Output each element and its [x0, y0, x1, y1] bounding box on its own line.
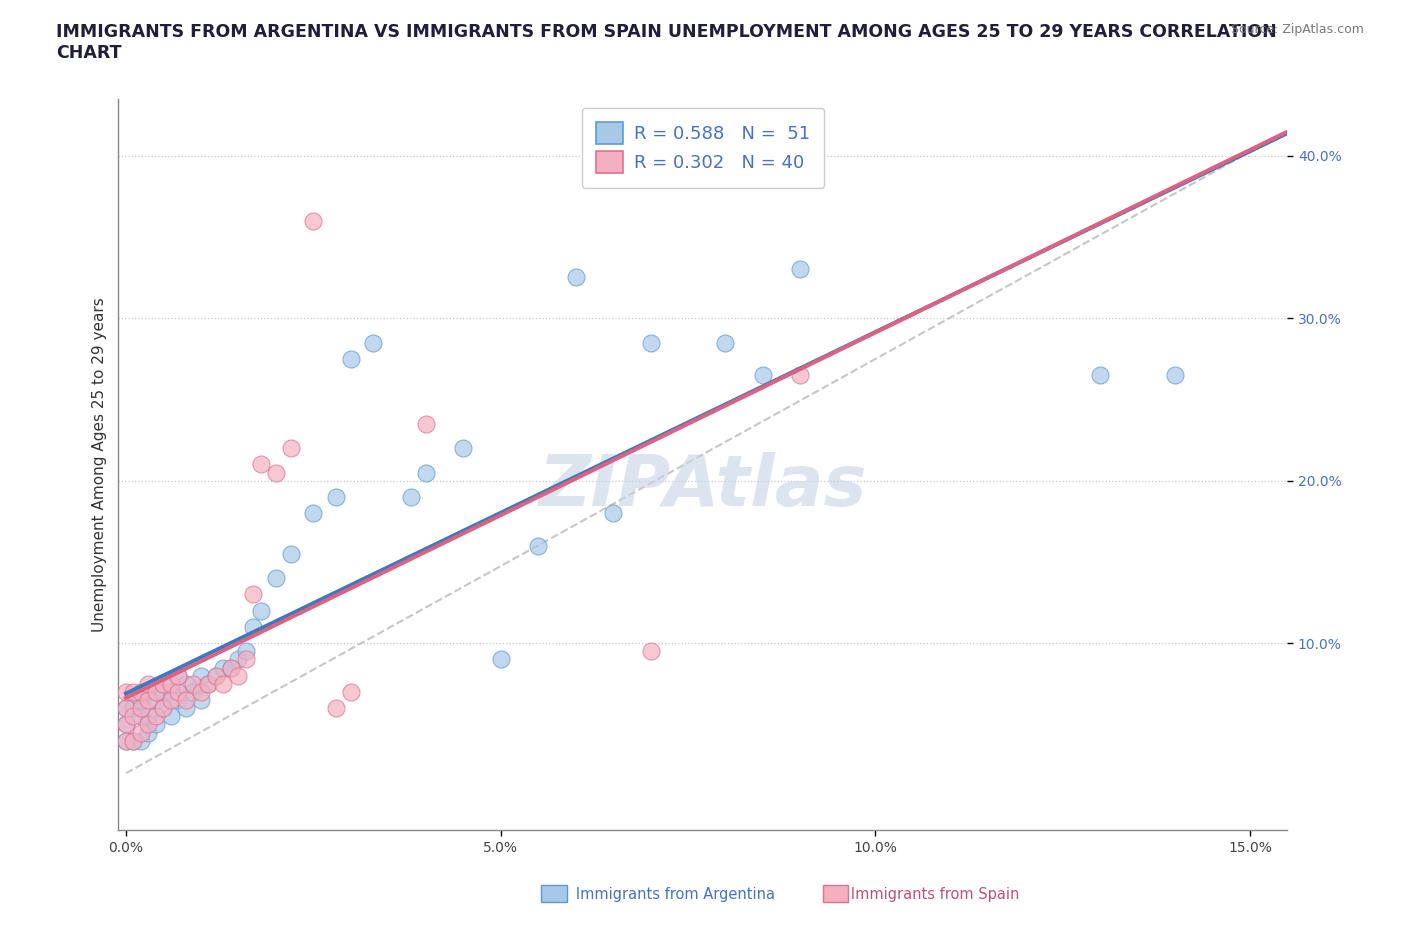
Point	[212, 676, 235, 691]
Point	[122, 709, 145, 724]
Point	[129, 709, 152, 724]
Point	[235, 652, 257, 667]
Y-axis label: Unemployment Among Ages 25 to 29 years: Unemployment Among Ages 25 to 29 years	[93, 297, 107, 631]
Point	[167, 669, 190, 684]
Point	[264, 465, 287, 480]
Point	[167, 693, 190, 708]
Point	[325, 489, 347, 504]
Point	[228, 669, 250, 684]
Point	[1164, 367, 1187, 382]
Point	[138, 717, 160, 732]
Point	[122, 701, 145, 716]
Point	[212, 660, 235, 675]
Text: IMMIGRANTS FROM ARGENTINA VS IMMIGRANTS FROM SPAIN UNEMPLOYMENT AMONG AGES 25 TO: IMMIGRANTS FROM ARGENTINA VS IMMIGRANTS …	[56, 23, 1277, 62]
Point	[302, 213, 325, 228]
Text: Immigrants from Spain: Immigrants from Spain	[837, 887, 1019, 902]
Point	[115, 701, 138, 716]
Text: Immigrants from Argentina: Immigrants from Argentina	[562, 887, 775, 902]
Point	[197, 676, 219, 691]
Point	[489, 652, 512, 667]
Point	[527, 538, 550, 553]
Point	[1088, 367, 1111, 382]
Point	[219, 660, 242, 675]
Point	[280, 441, 302, 456]
Point	[145, 717, 167, 732]
Text: ZIPAtlas: ZIPAtlas	[538, 452, 868, 521]
Point	[250, 604, 273, 618]
Point	[115, 684, 138, 699]
Point	[235, 644, 257, 658]
Point	[115, 701, 138, 716]
Point	[145, 709, 167, 724]
Point	[242, 587, 264, 602]
Point	[190, 684, 212, 699]
Point	[160, 693, 183, 708]
Point	[138, 693, 160, 708]
Point	[415, 417, 437, 432]
Point	[129, 733, 152, 748]
Point	[325, 701, 347, 716]
Point	[129, 725, 152, 740]
Point	[138, 709, 160, 724]
Point	[415, 465, 437, 480]
Point	[122, 733, 145, 748]
Point	[129, 701, 152, 716]
Point	[138, 676, 160, 691]
Point	[451, 441, 474, 456]
Point	[228, 652, 250, 667]
Point	[138, 684, 160, 699]
Point	[602, 506, 624, 521]
Point	[205, 669, 228, 684]
Point	[145, 693, 167, 708]
Point	[115, 717, 138, 732]
Text: Source: ZipAtlas.com: Source: ZipAtlas.com	[1230, 23, 1364, 36]
Point	[174, 693, 197, 708]
Point	[183, 676, 205, 691]
Point	[183, 684, 205, 699]
Point	[160, 676, 183, 691]
Point	[302, 506, 325, 521]
Point	[361, 335, 384, 350]
Point	[115, 717, 138, 732]
Point	[640, 644, 662, 658]
Point	[789, 367, 811, 382]
Point	[339, 684, 361, 699]
Point	[339, 352, 361, 366]
Point	[640, 335, 662, 350]
Point	[122, 684, 145, 699]
Point	[167, 669, 190, 684]
Point	[167, 684, 190, 699]
Point	[129, 693, 152, 708]
Point	[138, 725, 160, 740]
Point	[219, 660, 242, 675]
Point	[264, 571, 287, 586]
Point	[399, 489, 422, 504]
Point	[174, 701, 197, 716]
Point	[197, 676, 219, 691]
Point	[205, 669, 228, 684]
Point	[152, 676, 174, 691]
Point	[564, 270, 586, 285]
Point	[190, 669, 212, 684]
Point	[160, 684, 183, 699]
Point	[129, 684, 152, 699]
Legend: R = 0.588   N =  51, R = 0.302   N = 40: R = 0.588 N = 51, R = 0.302 N = 40	[582, 108, 824, 188]
Point	[152, 684, 174, 699]
Point	[752, 367, 775, 382]
Point	[280, 546, 302, 561]
Point	[714, 335, 737, 350]
Point	[789, 262, 811, 277]
Point	[152, 701, 174, 716]
Point	[115, 733, 138, 748]
Point	[145, 684, 167, 699]
Point	[174, 676, 197, 691]
Point	[115, 733, 138, 748]
Point	[190, 693, 212, 708]
Point	[152, 701, 174, 716]
Point	[250, 457, 273, 472]
Point	[242, 619, 264, 634]
Point	[122, 733, 145, 748]
Point	[160, 709, 183, 724]
